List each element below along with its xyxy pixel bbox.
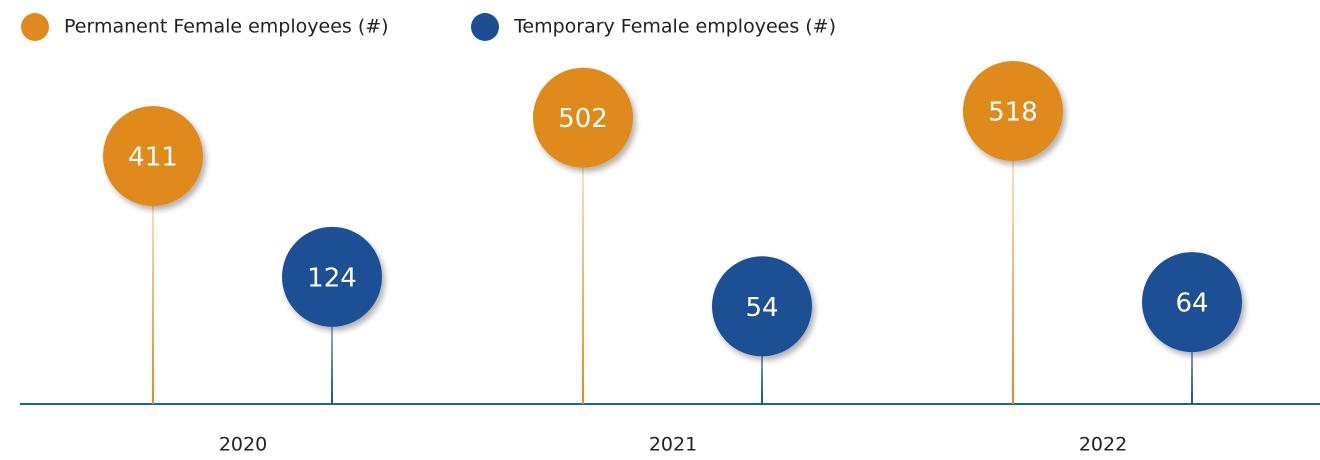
legend-swatch bbox=[21, 13, 49, 41]
value-label: 411 bbox=[128, 143, 178, 173]
bubble bbox=[1142, 252, 1242, 353]
stem bbox=[582, 117, 584, 405]
legend-label: Temporary Female employees (#) bbox=[513, 16, 836, 38]
x-tick-label: 2020 bbox=[219, 434, 267, 456]
stem bbox=[331, 276, 333, 404]
bubble bbox=[963, 61, 1063, 161]
x-tick-label: 2022 bbox=[1079, 434, 1127, 456]
bubble bbox=[282, 226, 382, 327]
bubble bbox=[712, 256, 812, 357]
legend-swatch bbox=[471, 13, 499, 41]
value-label: 124 bbox=[307, 263, 357, 293]
value-label: 502 bbox=[558, 104, 608, 134]
value-label: 64 bbox=[1175, 289, 1208, 319]
stem bbox=[1191, 302, 1193, 404]
value-label: 54 bbox=[745, 293, 778, 323]
stem bbox=[152, 156, 154, 404]
x-tick-label: 2021 bbox=[649, 434, 697, 456]
stem bbox=[1012, 111, 1014, 404]
value-label: 518 bbox=[988, 98, 1038, 128]
bubble bbox=[533, 67, 633, 168]
bubble bbox=[103, 106, 203, 207]
legend-label: Permanent Female employees (#) bbox=[64, 16, 389, 38]
